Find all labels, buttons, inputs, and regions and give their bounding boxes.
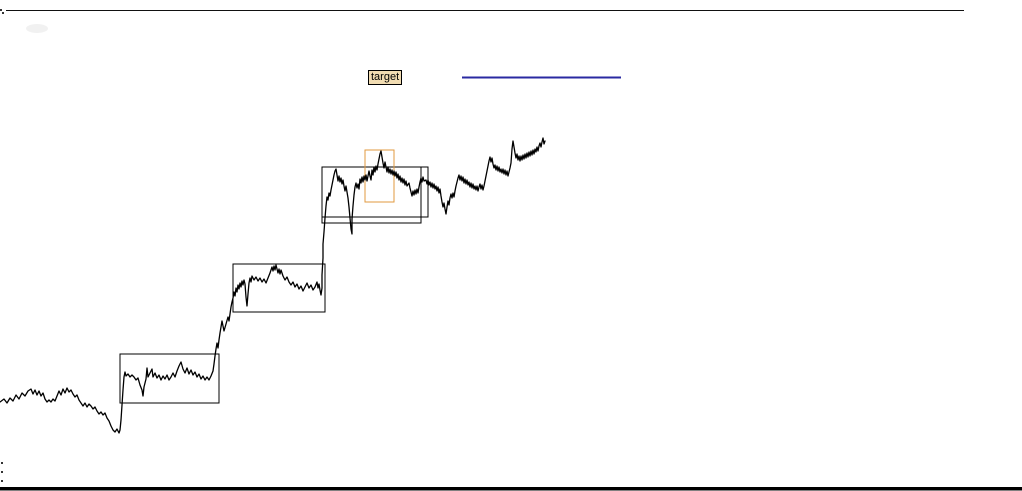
frame-bottom-bar: [0, 487, 1022, 491]
consolidation-box-3b[interactable]: [321, 166, 422, 224]
edge-dot: [1, 480, 3, 482]
edge-dot: [0, 9, 2, 11]
consolidation-box-2[interactable]: [232, 263, 326, 313]
consolidation-box-1[interactable]: [119, 353, 220, 404]
edge-dot: [1, 471, 3, 473]
target-label[interactable]: target: [368, 70, 403, 85]
consolidation-box-3a[interactable]: [321, 166, 429, 218]
highlight-box[interactable]: [364, 149, 395, 203]
price-line: [0, 137, 546, 434]
faint-smudge: [26, 24, 48, 33]
edge-dot: [2, 12, 4, 14]
edge-dot: [1, 462, 3, 464]
